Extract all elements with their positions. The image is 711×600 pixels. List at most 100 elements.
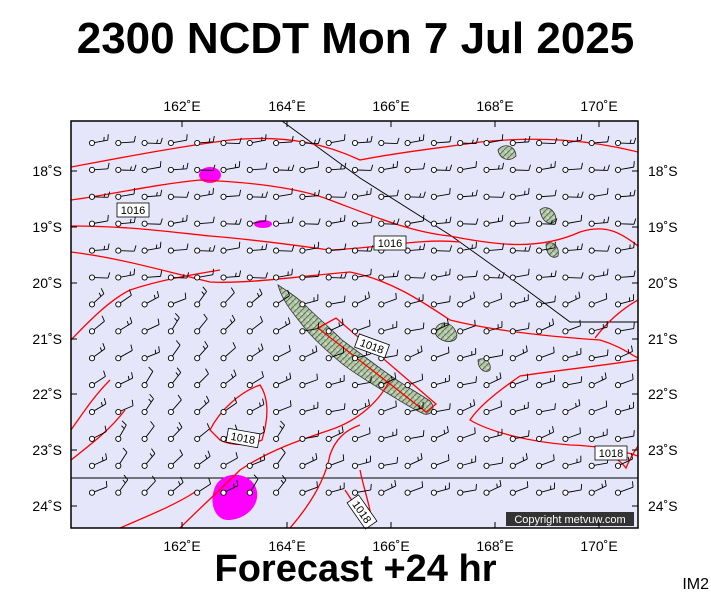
wind-barb (404, 322, 425, 335)
wind-barb (115, 245, 137, 254)
wind-barb (194, 245, 216, 254)
wind-barb (404, 243, 426, 254)
wind-barb (194, 395, 210, 416)
wind-barb (562, 191, 584, 200)
wind-barb (115, 399, 134, 416)
wind-barb (194, 313, 208, 335)
wind-barb (457, 319, 476, 335)
wind-barb (588, 372, 607, 389)
wind-barb (614, 430, 635, 442)
lon-tick-label-bottom: 166˚E (372, 538, 409, 554)
wind-barb (194, 216, 215, 227)
wind-barb (378, 292, 397, 308)
wind-barb (351, 399, 370, 416)
wind-barb (483, 321, 503, 335)
wind-barb (562, 272, 584, 281)
wind-barb (430, 135, 452, 147)
wind-barb (562, 399, 581, 416)
wind-barb (562, 455, 582, 469)
lat-tick-label-left: 19˚S (32, 219, 62, 235)
lat-tick-label-right: 19˚S (648, 219, 678, 235)
wind-barb (378, 137, 400, 147)
wind-barb (483, 457, 504, 469)
wind-barb (167, 191, 190, 200)
lat-tick-label-left: 23˚S (32, 442, 62, 458)
wind-barb (378, 161, 399, 173)
wind-barb (325, 318, 344, 335)
wind-barb (141, 318, 160, 335)
lat-tick-label-right: 21˚S (648, 331, 678, 347)
wind-barb (325, 454, 345, 469)
wind-barb (614, 401, 634, 416)
rain-area (199, 167, 221, 183)
wind-barb (167, 449, 183, 469)
wind-barb (220, 270, 242, 281)
wind-barb (614, 241, 635, 254)
wind-barb (167, 313, 180, 335)
wind-barb (562, 376, 583, 389)
wind-barb (273, 268, 293, 281)
wind-barb (194, 423, 211, 442)
lon-tick-label-top: 164˚E (268, 98, 305, 114)
wind-barb (167, 243, 189, 254)
wind-barb (430, 346, 450, 362)
wind-barb (483, 479, 502, 496)
wind-barb (115, 316, 133, 335)
wind-barb (220, 161, 241, 173)
wind-barb (351, 455, 371, 469)
lat-tick-label-left: 22˚S (32, 386, 62, 402)
wind-barb (273, 216, 294, 227)
wind-barb (509, 322, 530, 335)
wind-barb (614, 218, 637, 227)
wind-barb (588, 135, 610, 147)
wind-barb (141, 270, 163, 281)
wind-barb (220, 189, 242, 200)
forecast-label: Forecast +24 hr (214, 548, 497, 590)
wind-barb (562, 291, 581, 308)
wind-barb (536, 189, 557, 200)
wind-barb (115, 289, 132, 308)
wind-barb (536, 403, 556, 416)
wind-barb (273, 188, 293, 200)
copyright-text: Copyright metvuw.com (514, 514, 625, 526)
wind-barb (588, 245, 610, 254)
wind-barb (246, 288, 263, 308)
wind-barb (273, 245, 295, 254)
wind-barb (378, 189, 399, 200)
wind-barb (325, 295, 346, 308)
wind-barb (246, 315, 263, 335)
wind-barb (378, 321, 398, 335)
wind-barb (457, 218, 479, 227)
wind-barb (273, 400, 292, 416)
wind-barb (194, 135, 215, 147)
wind-barb (220, 342, 236, 362)
wind-barb (299, 401, 319, 416)
wind-barb (88, 243, 110, 254)
wind-barb (194, 478, 212, 496)
lat-tick-label-left: 18˚S (32, 163, 62, 179)
wind-barb (299, 241, 320, 254)
map-frame (70, 120, 639, 529)
axis-ticks: 162˚E 162˚E 164˚E 164˚E 166˚E 166˚E 168˚E 168˚E… (32, 98, 677, 554)
wind-barb (536, 295, 556, 308)
wind-barb (536, 270, 557, 281)
wind-barb (614, 189, 636, 200)
wind-barb (351, 483, 372, 496)
lat-tick-label-left: 21˚S (32, 331, 62, 347)
wind-barb (614, 373, 634, 389)
lon-tick-label-bottom: 162˚E (163, 538, 200, 554)
lon-tick-label-top: 166˚E (372, 98, 409, 114)
wind-barb (273, 372, 292, 389)
wind-barb (483, 243, 505, 254)
wind-barb (115, 135, 136, 147)
wind-barb (536, 346, 555, 362)
wind-barb (536, 318, 555, 335)
wind-barb (351, 188, 372, 200)
wind-barb (141, 218, 163, 227)
wind-barb (457, 270, 478, 281)
wind-barb (457, 291, 476, 308)
wind-barb (536, 218, 558, 227)
wind-barb (483, 162, 505, 173)
land-island (497, 145, 517, 160)
wind-barb (325, 243, 347, 254)
